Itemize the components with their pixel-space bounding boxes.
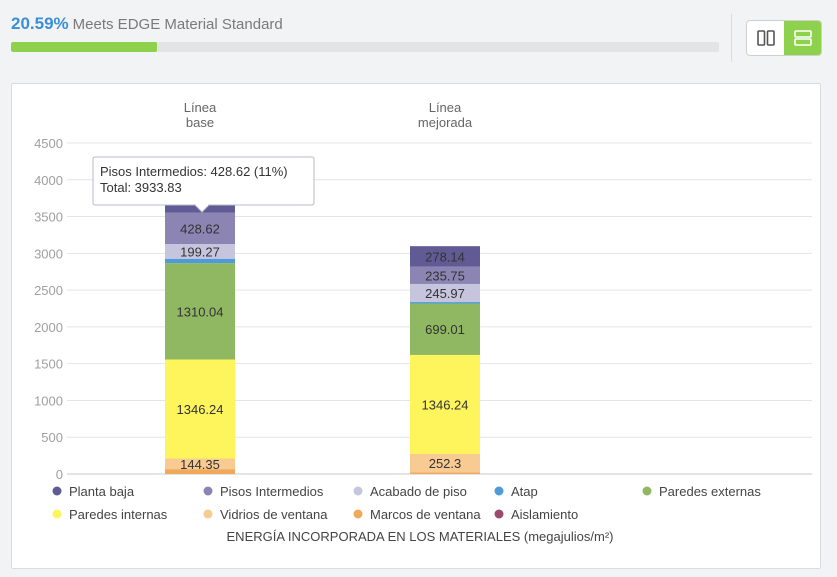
progress-bar-fill (11, 42, 157, 52)
legend-marker (494, 486, 504, 496)
data-label: 699.01 (425, 322, 465, 337)
y-tick-label: 3500 (34, 210, 63, 225)
legend-marker (52, 509, 62, 519)
legend-label: Acabado de piso (370, 484, 467, 499)
bar-segment[interactable] (410, 453, 480, 473)
bar-segment[interactable] (410, 246, 480, 267)
legend-item[interactable]: Paredes internas (52, 507, 168, 522)
data-label: 199.27 (180, 244, 220, 259)
legend-label: Paredes internas (69, 507, 168, 522)
legend-marker (203, 509, 213, 519)
data-label: 245.97 (425, 286, 465, 301)
bar-segment[interactable] (165, 244, 235, 259)
chart-card: 0 500 1000 1500 2000 2500 3000 3500 4000 4500 Líne… (11, 83, 821, 569)
progress-section: 20.59% Meets EDGE Material Standard (11, 14, 719, 52)
bar-segment[interactable] (165, 258, 235, 264)
bar-segment[interactable] (410, 303, 480, 355)
y-tick-label: 1000 (34, 393, 63, 408)
category-label: base (186, 115, 214, 130)
legend-label: Paredes externas (659, 484, 761, 499)
legend-label: Vidrios de ventana (220, 507, 328, 522)
view-toggle (746, 20, 822, 56)
bar-segment[interactable] (410, 472, 480, 474)
data-label: 144.35 (180, 457, 220, 472)
category-label: mejorada (418, 115, 473, 130)
legend-label: Marcos de ventana (370, 507, 481, 522)
bar-segment[interactable] (165, 469, 235, 474)
y-tick-label: 500 (41, 430, 63, 445)
legend-marker (353, 509, 363, 519)
rows-view-icon (793, 30, 812, 46)
bar-segment[interactable] (410, 283, 480, 303)
bar-segment[interactable] (410, 302, 480, 304)
data-label: 278.14 (425, 249, 465, 264)
y-tick-label: 2500 (34, 283, 63, 298)
legend-marker (52, 486, 62, 496)
data-label: 428.62 (180, 221, 220, 236)
bar-segment[interactable] (410, 354, 480, 454)
y-tick-label: 2000 (34, 320, 63, 335)
y-tick-label: 4000 (34, 173, 63, 188)
legend-item[interactable]: Marcos de ventana (353, 507, 482, 522)
legend-label: Pisos Intermedios (220, 484, 324, 499)
columns-view-button[interactable] (747, 21, 784, 55)
y-tick-label: 4500 (34, 136, 63, 151)
legend-item[interactable]: Paredes externas (642, 484, 762, 499)
legend-item[interactable]: Pisos Intermedios (203, 484, 324, 499)
header-divider (731, 14, 732, 62)
legend-item[interactable]: Acabado de piso (353, 484, 467, 499)
data-label: 235.75 (425, 268, 465, 283)
bar-segment[interactable] (165, 212, 235, 245)
data-label: 1310.04 (177, 304, 224, 319)
legend-marker (494, 509, 504, 519)
y-tick-label: 3000 (34, 246, 63, 261)
data-label: 1346.24 (422, 397, 469, 412)
tooltip-line-1: Pisos Intermedios: 428.62 (11%) (100, 164, 288, 179)
progress-header: 20.59% Meets EDGE Material Standard (11, 14, 719, 34)
rows-view-button[interactable] (784, 21, 821, 55)
y-tick-label: 1500 (34, 357, 63, 372)
progress-bar (11, 42, 719, 52)
bar-segment[interactable] (410, 266, 480, 284)
bar-segment[interactable] (165, 458, 235, 470)
legend-item[interactable]: Aislamiento (494, 507, 579, 522)
bar-segment[interactable] (165, 263, 235, 360)
category-label: Línea (429, 100, 462, 115)
legend-item[interactable]: Atap (494, 484, 538, 499)
legend-label: Planta baja (69, 484, 135, 499)
legend-marker (642, 486, 652, 496)
legend-item[interactable]: Planta baja (52, 484, 135, 499)
progress-label: Meets EDGE Material Standard (72, 16, 283, 33)
bar-segment[interactable] (165, 359, 235, 459)
chart-tooltip: Pisos Intermedios: 428.62 (11%)Total: 39… (92, 156, 315, 213)
category-label: Línea (184, 100, 217, 115)
y-tick-label: 0 (56, 467, 63, 482)
legend-item[interactable]: Vidrios de ventana (203, 507, 329, 522)
legend-label: Aislamiento (511, 507, 578, 522)
x-axis-title: ENERGÍA INCORPORADA EN LOS MATERIALES (m… (227, 529, 614, 544)
legend-marker (203, 486, 213, 496)
columns-view-icon (756, 30, 775, 46)
data-label: 1346.24 (177, 402, 224, 417)
legend-marker (353, 486, 363, 496)
legend-label: Atap (511, 484, 538, 499)
tooltip-line-2: Total: 3933.83 (100, 180, 182, 195)
stacked-bar-chart: 0 500 1000 1500 2000 2500 3000 3500 4000 4500 Líne… (34, 100, 812, 544)
data-label: 252.3 (429, 456, 462, 471)
progress-percent: 20.59% (11, 14, 69, 33)
